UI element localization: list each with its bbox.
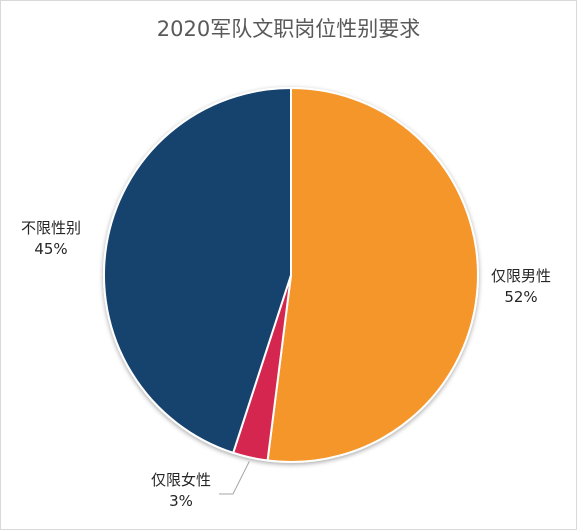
pie-slice-any-gender — [102, 86, 292, 455]
leader-line-female-only — [219, 461, 250, 495]
slice-value-male-only: 52% — [504, 288, 537, 306]
leader-lines — [219, 461, 250, 495]
slice-labels: 仅限男性 52% 仅限女性 3% 不限性别 45% — [21, 219, 551, 510]
slice-label-female-only: 仅限女性 — [151, 471, 211, 489]
slice-label-male-only: 仅限男性 — [491, 267, 551, 285]
slice-label-any-gender: 不限性别 — [21, 219, 81, 237]
pie-slices — [102, 86, 479, 463]
slice-value-any-gender: 45% — [34, 240, 67, 258]
chart-title: 2020军队文职岗位性别要求 — [156, 17, 421, 41]
slice-value-female-only: 3% — [169, 492, 193, 510]
pie-slice-male-only — [266, 86, 479, 463]
